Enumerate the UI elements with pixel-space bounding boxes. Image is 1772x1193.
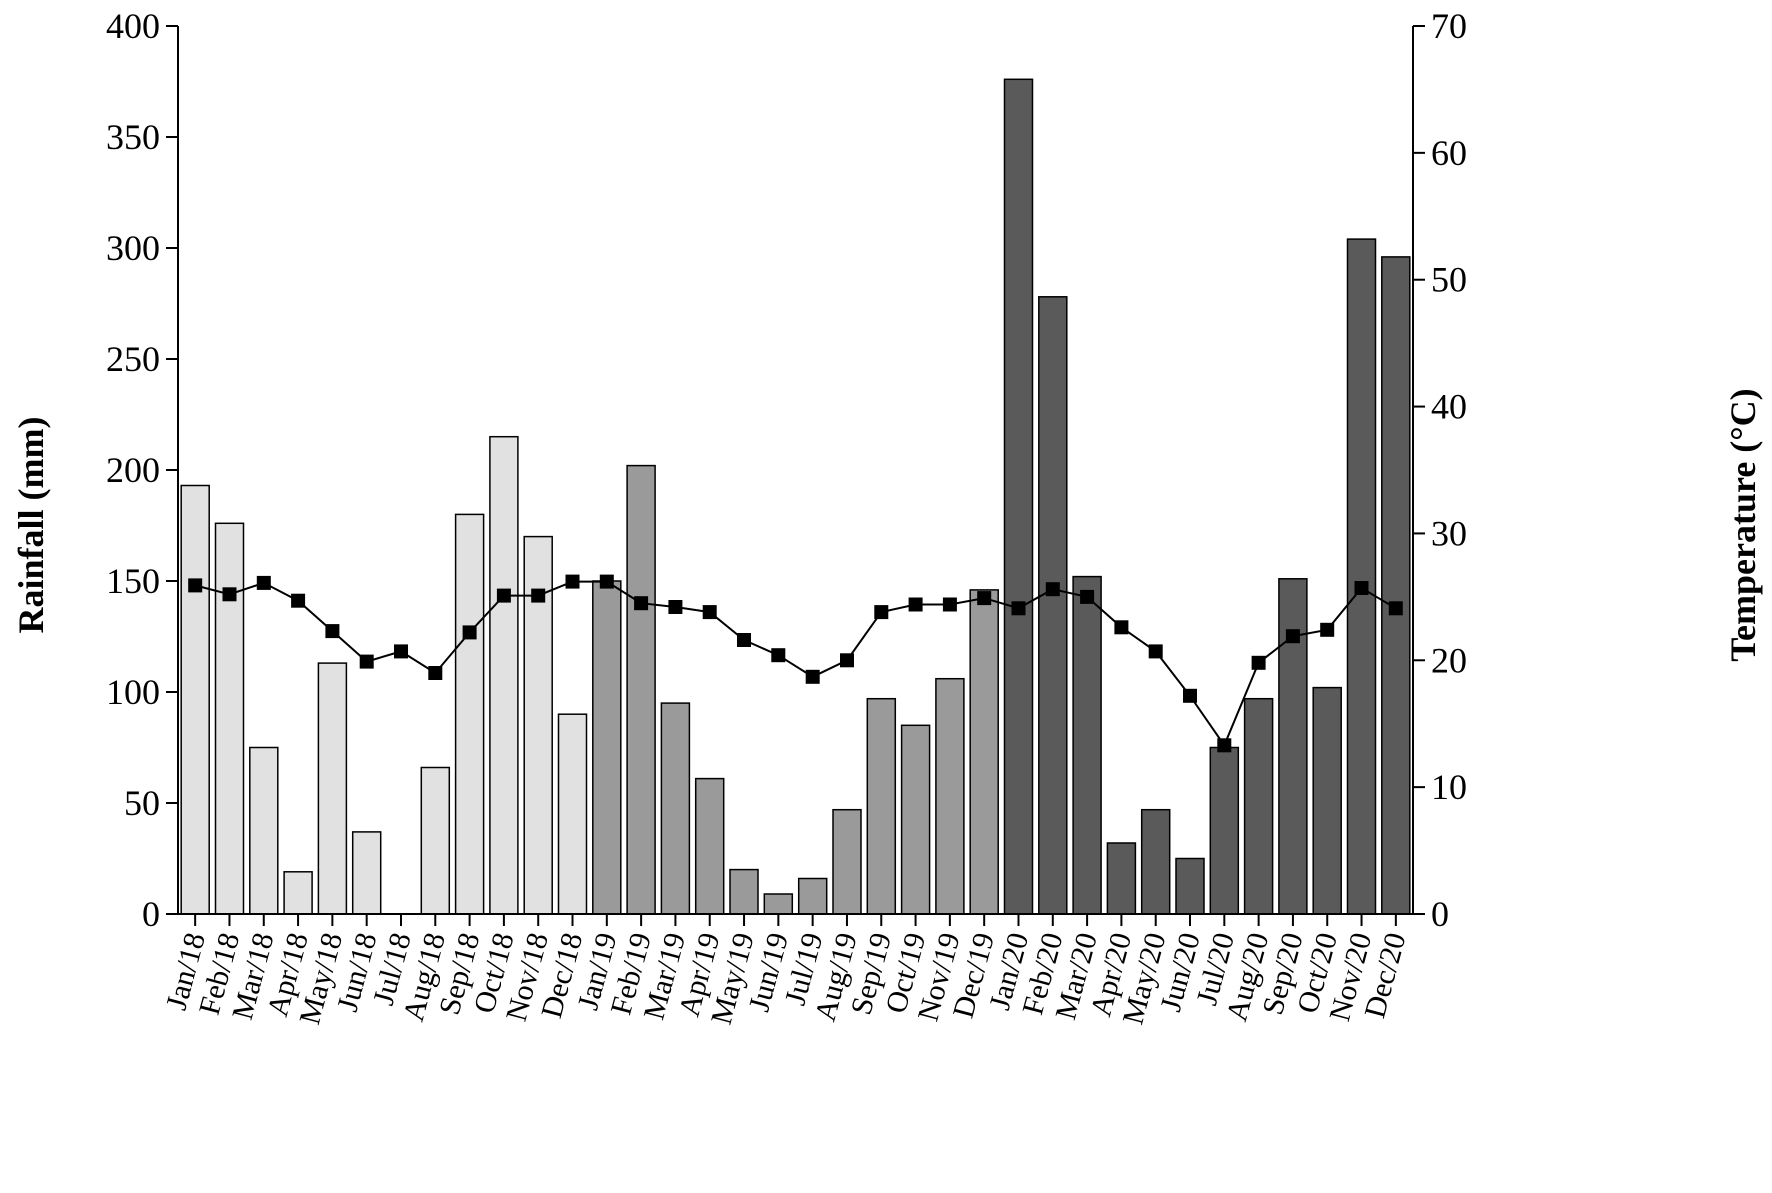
temperature-line	[188, 574, 1403, 753]
bar-jan-20	[1003, 78, 1034, 915]
y-tick-label: 400	[106, 6, 160, 46]
bar-jul-20	[1209, 746, 1240, 915]
temperature-point-mar-18	[256, 575, 271, 590]
y-tick-label: 0	[142, 894, 160, 934]
y-tick-label: 50	[124, 783, 160, 823]
y-tick-label: 200	[106, 450, 160, 490]
y2-axis-title: Temperature (°C)	[1723, 388, 1763, 661]
temperature-point-apr-19	[702, 605, 717, 620]
bar-jan-19	[592, 580, 622, 915]
temperature-point-jul-19	[805, 669, 820, 684]
bar-may-20	[1140, 808, 1171, 915]
temperature-point-nov-18	[531, 588, 546, 603]
temperature-point-sep-19	[874, 605, 889, 620]
y2-tick-label: 0	[1431, 894, 1449, 934]
bar-dec-18	[557, 713, 588, 915]
y-tick-label: 100	[106, 672, 160, 712]
temperature-point-jul-18	[394, 644, 408, 659]
temperature-point-apr-18	[291, 593, 306, 608]
bar-apr-20	[1106, 842, 1137, 915]
bar-mar-19	[660, 702, 691, 915]
y2-tick-label: 50	[1431, 260, 1467, 300]
y-tick-label: 300	[106, 228, 160, 268]
temperature-point-mar-19	[668, 600, 683, 614]
temperature-point-jan-19	[599, 574, 614, 589]
y2-tick-label: 70	[1431, 6, 1467, 46]
temperature-point-dec-19	[977, 591, 992, 606]
bar-nov-19	[935, 677, 965, 915]
bar-apr-18	[283, 871, 313, 915]
bar-dec-20	[1381, 256, 1411, 915]
temperature-point-dec-20	[1388, 601, 1403, 616]
y2-tick-label: 20	[1431, 640, 1467, 680]
bar-dec-19	[969, 589, 999, 915]
bar-aug-18	[420, 766, 451, 915]
y2-tick-label: 30	[1431, 513, 1467, 553]
bar-aug-19	[832, 808, 862, 915]
bar-sep-19	[866, 697, 897, 915]
y2-tick-label: 10	[1431, 767, 1467, 807]
temperature-point-mar-20	[1080, 589, 1095, 604]
bar-oct-18	[489, 435, 519, 915]
bar-sep-20	[1278, 578, 1308, 915]
y-tick-label: 150	[106, 561, 160, 601]
y2-tick-label: 60	[1431, 133, 1467, 173]
y-tick-label: 250	[106, 339, 160, 379]
temperature-point-apr-20	[1114, 620, 1129, 635]
bar-feb-20	[1038, 296, 1068, 915]
axes: 050100150200250300350400010203040506070J…	[106, 6, 1467, 1028]
bar-jun-19	[763, 893, 794, 915]
temperature-point-jun-19	[771, 648, 786, 663]
temperature-point-nov-19	[942, 597, 957, 612]
rainfall-bars	[180, 78, 1411, 915]
bar-aug-20	[1243, 697, 1274, 915]
temperature-point-jun-18	[359, 654, 374, 669]
temperature-point-may-20	[1148, 644, 1163, 659]
bar-feb-19	[626, 464, 656, 915]
y-tick-label: 350	[106, 117, 160, 157]
temperature-point-feb-18	[222, 587, 237, 602]
bar-mar-18	[249, 746, 279, 915]
bar-apr-19	[694, 777, 725, 915]
bar-sep-18	[454, 513, 485, 915]
temperature-point-nov-20	[1354, 581, 1369, 595]
temperature-polyline	[194, 580, 1397, 748]
temperature-point-jun-20	[1183, 688, 1197, 703]
bar-jun-20	[1175, 857, 1205, 915]
temperature-point-feb-20	[1045, 582, 1060, 597]
temperature-point-oct-19	[908, 597, 923, 612]
bar-jul-19	[797, 877, 828, 915]
temperature-point-dec-18	[565, 574, 580, 589]
temperature-point-aug-18	[428, 666, 443, 680]
y2-tick-label: 40	[1431, 387, 1467, 427]
bar-oct-19	[900, 724, 931, 915]
temperature-point-oct-18	[496, 588, 511, 603]
bar-jun-18	[351, 831, 382, 915]
bar-mar-20	[1072, 575, 1102, 915]
temperature-point-feb-19	[634, 596, 649, 611]
bar-nov-20	[1346, 238, 1377, 915]
temperature-point-sep-18	[462, 625, 477, 640]
temperature-point-aug-19	[840, 653, 854, 668]
y-axis-title: Rainfall (mm)	[11, 417, 51, 634]
temperature-point-jul-20	[1217, 738, 1232, 753]
temperature-point-may-18	[325, 624, 340, 639]
bar-may-18	[317, 662, 348, 915]
temperature-point-jan-18	[188, 578, 203, 593]
temperature-point-jan-20	[1011, 601, 1026, 616]
temperature-point-sep-20	[1285, 629, 1300, 644]
bar-oct-20	[1312, 686, 1342, 915]
temperature-point-may-19	[737, 633, 751, 647]
temperature-point-aug-20	[1251, 655, 1266, 670]
temperature-point-oct-20	[1320, 622, 1335, 637]
bar-may-19	[729, 868, 759, 915]
bar-jan-18	[180, 484, 210, 915]
bar-feb-18	[214, 522, 245, 915]
